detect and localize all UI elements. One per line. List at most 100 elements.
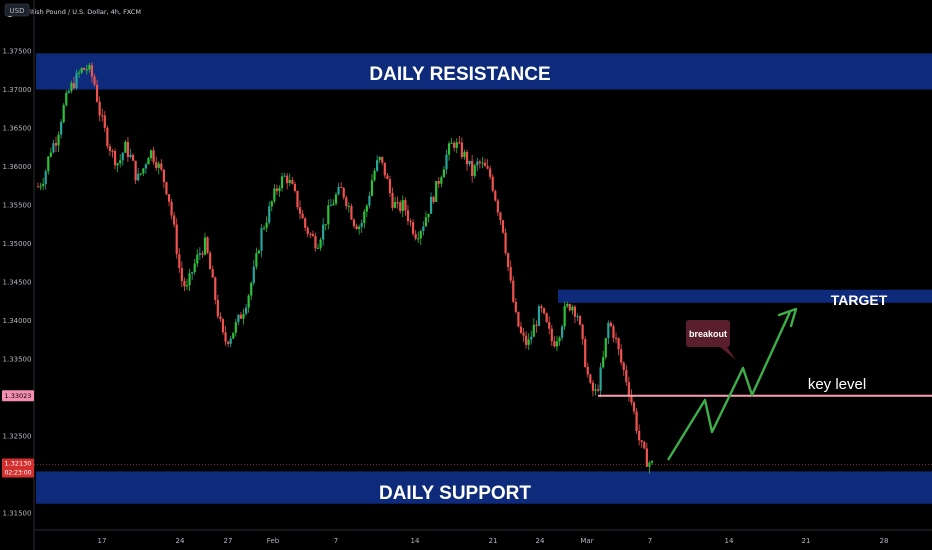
candle-down [126,141,130,158]
time-axis[interactable]: 17 24 27 Feb 7 14 21 24 Mar 7 14 21 28 [98,537,889,545]
candle-up [198,253,201,255]
time-tick-label: Mar [580,537,593,545]
candle-down [581,324,584,340]
candle-up [252,266,255,283]
candle-down [460,142,463,158]
candle-up [532,324,535,337]
candle-down [106,127,109,147]
candle-down [553,341,556,347]
candle-up [137,173,140,181]
candle-down [311,233,314,237]
candle-down [540,306,543,309]
candle-down [227,341,230,344]
candle-down [183,280,186,287]
candle-up [67,90,70,93]
time-tick-label: 14 [725,537,734,545]
candle-down [543,308,546,314]
candle-up [57,134,60,146]
candle-down [596,389,600,391]
candle-up [232,332,235,339]
candle-up [316,247,320,249]
candle-up [370,180,374,196]
candle-up [566,304,569,307]
breakout-callout[interactable]: breakout [686,320,736,360]
candle-up [116,163,119,166]
last-price-tag: 1.32130 02:23:00 [2,458,34,478]
price-tick-label: 1.35000 [3,240,32,248]
candle-down [165,182,168,195]
candle-up [530,336,533,340]
candle-up [147,158,150,165]
candle-up [237,314,240,323]
candle-down [483,162,487,167]
daily-support-zone[interactable] [36,471,932,504]
candle-up [78,72,81,74]
candle-up [139,173,142,175]
candle-down [550,328,553,342]
candle-down [173,215,176,225]
candle-up [39,185,42,187]
candle-up [440,177,443,184]
price-tick-label: 1.35500 [3,202,32,210]
candle-down [391,193,394,208]
candle-down [478,161,481,164]
candle-up [419,231,422,239]
candle-down [180,268,183,281]
candle-down [216,299,219,317]
candle-down [90,65,94,77]
candle-up [599,367,602,391]
candle-up [463,151,466,158]
candle-up [255,253,258,267]
price-tick-label: 1.34500 [3,279,32,287]
candle-down [293,183,297,191]
chart-title: British Pound / U.S. Dollar, 4h, FXCM [23,8,141,16]
candle-up [257,250,261,254]
target-zone[interactable] [558,289,932,303]
candle-down [306,227,309,234]
candle-up [358,226,361,229]
daily-support-label: DAILY SUPPORT [379,483,531,504]
candle-up [604,338,607,358]
candle-down [548,322,551,329]
price-axis[interactable]: 1.37500 1.37000 1.36500 1.36000 1.35500 1.350… [3,48,32,518]
candle-down [643,441,646,449]
candle-up [435,181,438,202]
candle-down [504,232,507,254]
candle-down [304,218,307,228]
candle-down [486,166,489,169]
candle-up [417,238,420,240]
candle-down [396,202,399,204]
price-tick-label: 1.36000 [3,163,32,171]
candle-up [481,162,484,164]
candle-down [414,233,417,239]
candle-down [54,143,58,146]
candle-up [119,160,122,164]
candle-down [291,179,294,184]
candle-down [635,411,638,432]
daily-resistance-zone[interactable] [36,53,932,90]
last-price-text: 1.32130 [5,459,32,467]
candle-down [131,154,135,161]
candles-layer[interactable] [36,62,654,474]
candle-up [247,295,250,308]
daily-resistance-label: DAILY RESISTANCE [369,64,550,85]
candle-down [388,179,392,194]
candle-up [650,460,654,463]
candle-up [337,187,340,195]
key-level-price-tag: 1.33023 [2,390,34,402]
candle-down [36,186,40,188]
projection-arrow[interactable] [666,307,798,461]
currency-badge[interactable] [4,3,30,17]
candle-up [527,339,530,345]
candle-up [376,160,379,171]
breakout-label: breakout [689,329,727,339]
candle-down [517,311,520,327]
candle-up [270,201,273,207]
projection-arrowhead-icon [777,307,798,328]
candle-down [509,267,512,281]
candle-down [609,322,612,327]
candle-down [83,68,86,70]
candle-up [88,65,91,70]
candle-up [602,357,605,368]
